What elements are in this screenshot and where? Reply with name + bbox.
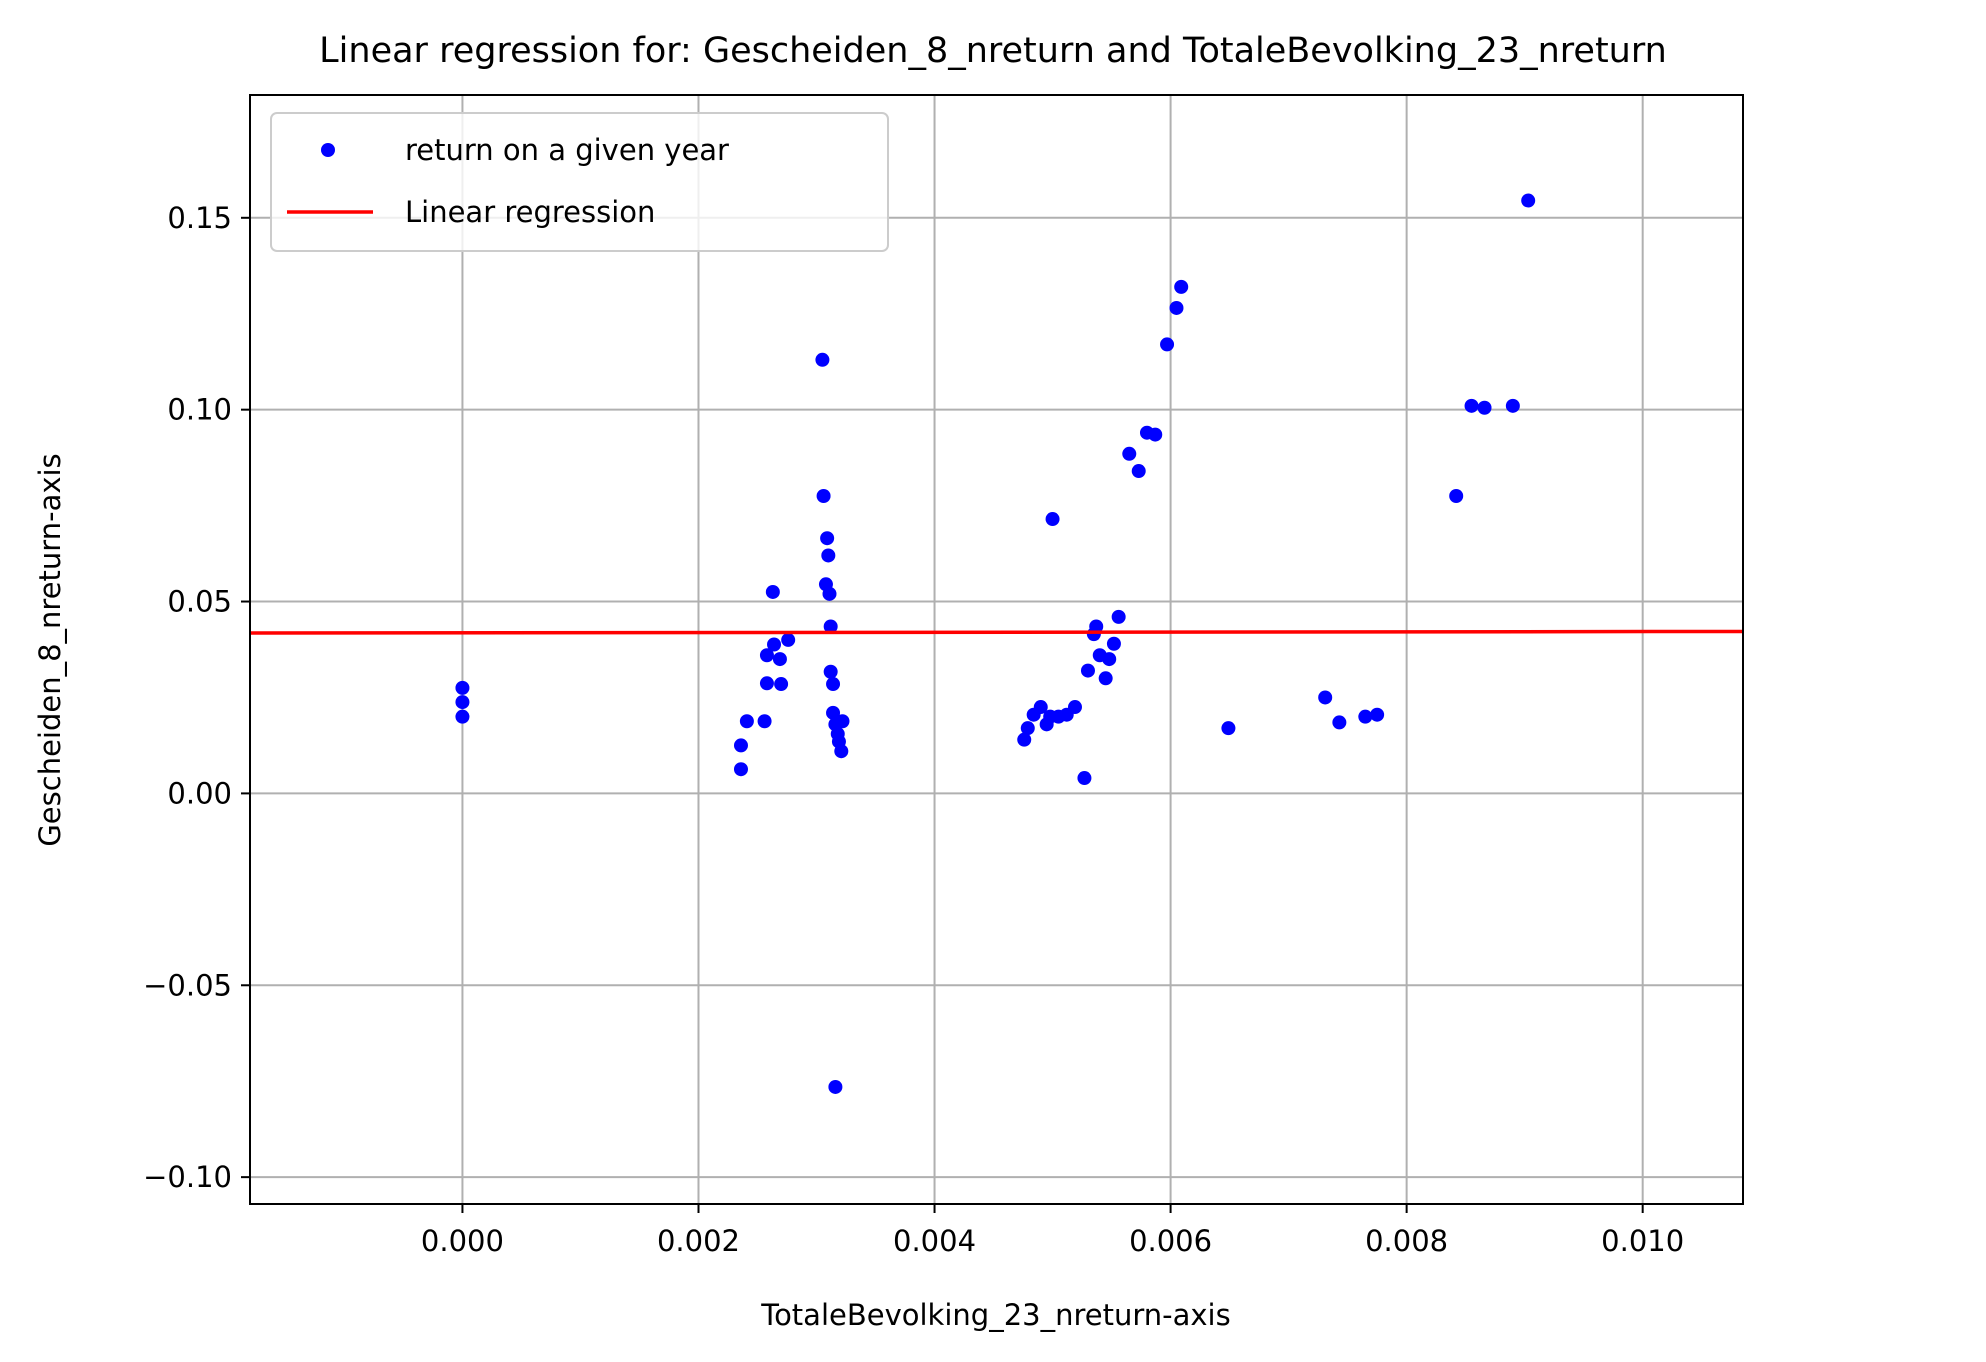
x-tick-label: 0.008 bbox=[1365, 1224, 1448, 1258]
scatter-point bbox=[1169, 300, 1184, 315]
legend-label-regression: Linear regression bbox=[405, 195, 655, 229]
scatter-point bbox=[1370, 707, 1385, 722]
plot-series bbox=[249, 193, 1744, 1094]
regression-line bbox=[249, 629, 1744, 635]
legend-box bbox=[270, 112, 889, 252]
x-tick-label: 0.004 bbox=[893, 1224, 976, 1258]
x-tick-label: 0.006 bbox=[1129, 1224, 1212, 1258]
scatter-point bbox=[1077, 771, 1092, 786]
y-tick-label: −0.05 bbox=[143, 968, 232, 1002]
scatter-point bbox=[772, 652, 787, 667]
scatter-point bbox=[1098, 671, 1113, 686]
x-tick-label: 0.000 bbox=[421, 1224, 504, 1258]
y-tick-label: −0.10 bbox=[143, 1160, 232, 1194]
scatter-point bbox=[1449, 489, 1464, 504]
chart-title: Linear regression for: Gescheiden_8_nret… bbox=[319, 31, 1667, 71]
scatter-point bbox=[828, 1079, 843, 1094]
scatter-point bbox=[1174, 279, 1189, 294]
scatter-point bbox=[739, 714, 754, 729]
axis-ticks: 0.000 0.002 0.004 0.006 0.008 0.010 −0.10 −0.05… bbox=[143, 201, 1684, 1258]
scatter-point bbox=[1358, 709, 1373, 724]
scatter-point bbox=[822, 586, 837, 601]
scatter-point bbox=[767, 637, 782, 652]
scatter-point bbox=[820, 531, 835, 546]
scatter-point bbox=[1148, 427, 1163, 442]
legend: return on a given year Linear regression bbox=[270, 112, 889, 252]
scatter-point bbox=[1020, 721, 1035, 736]
scatter-point bbox=[826, 677, 841, 692]
scatter-point bbox=[759, 676, 774, 691]
scatter-point bbox=[455, 695, 470, 710]
scatter-point bbox=[821, 548, 836, 563]
scatter-point bbox=[1033, 700, 1048, 715]
scatter-point bbox=[759, 648, 774, 663]
scatter-point bbox=[823, 664, 838, 679]
scatter-point bbox=[1106, 636, 1121, 651]
x-axis-label: TotaleBevolking_23_nreturn-axis bbox=[760, 1298, 1230, 1332]
scatter-point bbox=[1017, 732, 1032, 747]
grid-lines bbox=[250, 95, 1743, 1204]
y-tick-label: 0.00 bbox=[167, 776, 232, 810]
scatter-point bbox=[826, 705, 841, 720]
legend-scatter-marker bbox=[321, 143, 335, 157]
scatter-point bbox=[733, 762, 748, 777]
scatter-point bbox=[781, 632, 796, 647]
scatter-point bbox=[1221, 721, 1236, 736]
scatter-point bbox=[757, 714, 772, 729]
y-tick-label: 0.15 bbox=[167, 201, 232, 235]
scatter-point bbox=[1477, 400, 1492, 415]
scatter-point bbox=[816, 489, 831, 504]
x-tick-label: 0.002 bbox=[657, 1224, 740, 1258]
y-tick-label: 0.10 bbox=[167, 393, 232, 427]
scatter-point bbox=[1160, 337, 1175, 352]
scatter-point bbox=[815, 352, 830, 367]
scatter-point bbox=[1045, 512, 1060, 527]
x-tick-label: 0.010 bbox=[1601, 1224, 1684, 1258]
scatter-point bbox=[834, 744, 849, 759]
scatter-point bbox=[1122, 446, 1137, 461]
scatter-point bbox=[1111, 609, 1126, 624]
scatter-point bbox=[1332, 715, 1347, 730]
scatter-point bbox=[1102, 652, 1117, 667]
plot-frame bbox=[249, 94, 1744, 1205]
scatter-point bbox=[1089, 619, 1104, 634]
legend-label-scatter: return on a given year bbox=[405, 133, 729, 167]
scatter-point bbox=[1521, 193, 1536, 208]
scatter-point bbox=[733, 738, 748, 753]
scatter-point bbox=[823, 619, 838, 634]
y-tick-label: 0.05 bbox=[167, 585, 232, 619]
scatter-point bbox=[1318, 690, 1333, 705]
scatter-point bbox=[765, 584, 780, 599]
y-axis-label: Gescheiden_8_nreturn-axis bbox=[33, 453, 67, 846]
scatter-point bbox=[774, 677, 789, 692]
scatter-point bbox=[455, 709, 470, 724]
scatter-point bbox=[1080, 663, 1095, 678]
scatter-point bbox=[1131, 464, 1146, 479]
scatter-point bbox=[835, 714, 850, 729]
scatter-point bbox=[1067, 700, 1082, 715]
scatter-point bbox=[1505, 398, 1520, 413]
scatter-point bbox=[455, 680, 470, 695]
scatter-point bbox=[1464, 398, 1479, 413]
